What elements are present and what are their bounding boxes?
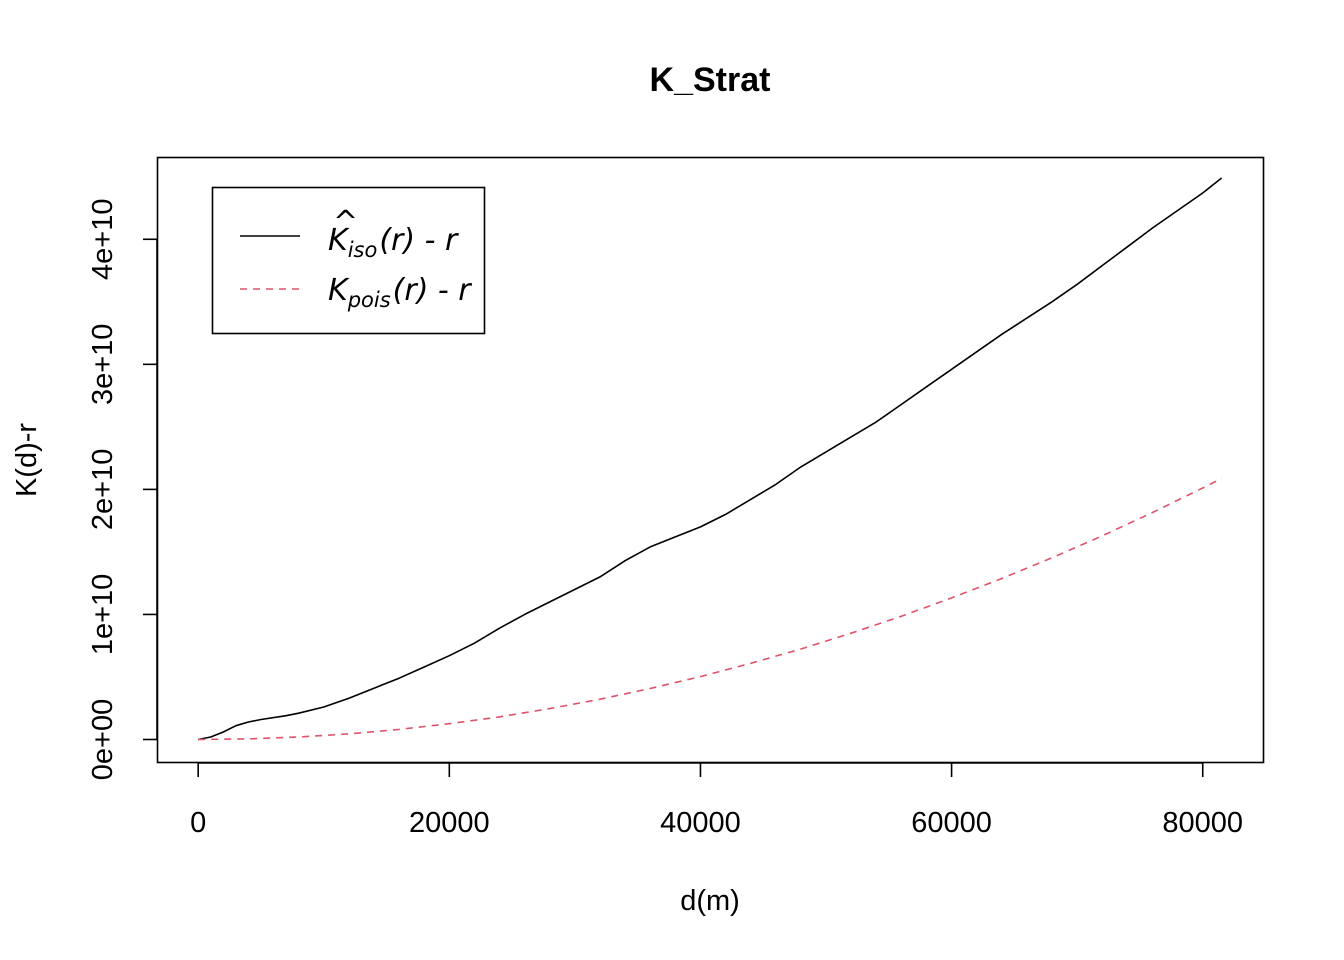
x-tick-label: 60000 bbox=[911, 807, 992, 839]
x-tick-label: 40000 bbox=[660, 807, 741, 839]
series-line-1 bbox=[198, 477, 1222, 741]
series-line-0 bbox=[198, 177, 1223, 741]
legend-rest-0: (r) - r bbox=[379, 223, 459, 258]
y-tick-label: 4e+10 bbox=[87, 199, 119, 280]
legend-box bbox=[211, 186, 486, 335]
y-tick-label: 2e+10 bbox=[87, 449, 119, 530]
series-layer bbox=[198, 177, 1223, 741]
legend-label-series-0: Kiso(r) - r bbox=[328, 223, 459, 262]
y-axis-label: K(d)-r bbox=[11, 423, 43, 497]
y-tick-label: 3e+10 bbox=[87, 324, 119, 405]
chart-title: K_Strat bbox=[650, 61, 771, 99]
legend-main-1: K bbox=[328, 273, 350, 308]
y-tick-label: 1e+10 bbox=[87, 574, 119, 655]
legend-rest-1: (r) - r bbox=[393, 273, 473, 308]
x-axis: 0 20000 40000 60000 80000 bbox=[190, 762, 1243, 839]
x-tick-label: 20000 bbox=[409, 807, 490, 839]
y-axis: 0e+00 1e+10 2e+10 3e+10 4e+10 bbox=[87, 199, 158, 780]
legend-main-0: K bbox=[328, 223, 350, 258]
legend-sub-0: iso bbox=[348, 238, 378, 262]
y-tick-label: 0e+00 bbox=[87, 699, 119, 780]
x-tick-label: 80000 bbox=[1162, 807, 1243, 839]
legend: ^ Kiso(r) - r Kpois(r) - r bbox=[211, 186, 486, 335]
x-tick-label: 0 bbox=[190, 807, 206, 839]
legend-label-series-1: Kpois(r) - r bbox=[328, 273, 472, 312]
x-axis-label: d(m) bbox=[680, 885, 740, 917]
legend-hat-0: ^ bbox=[333, 205, 358, 240]
legend-sub-1: pois bbox=[347, 288, 391, 312]
